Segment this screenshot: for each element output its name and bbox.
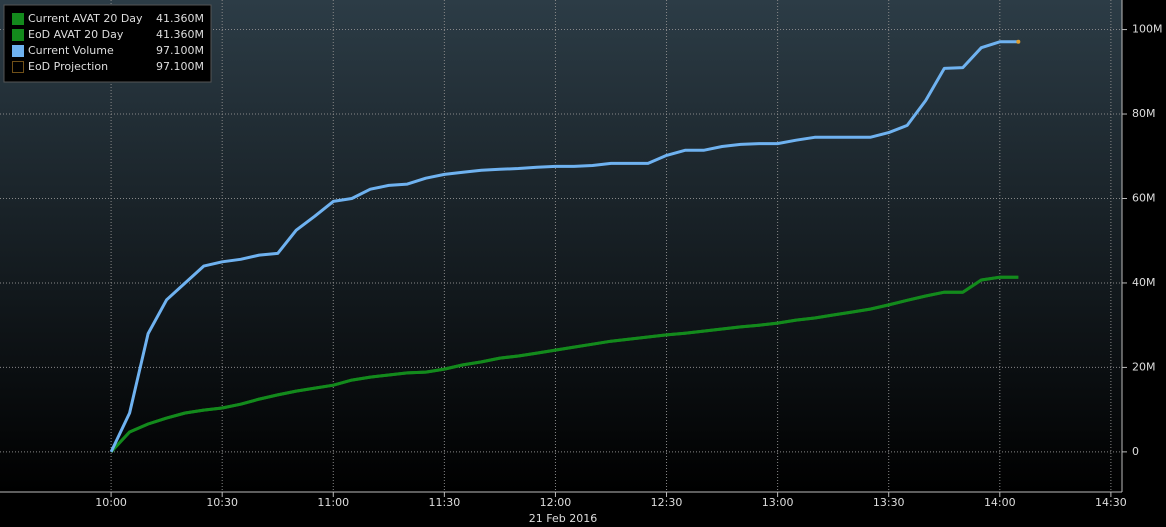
y-tick-label: 80M xyxy=(1132,107,1156,120)
x-tick-label: 11:00 xyxy=(317,496,349,509)
legend-box xyxy=(3,4,212,83)
legend-swatch xyxy=(12,45,24,57)
x-tick-label: 14:00 xyxy=(984,496,1016,509)
legend-label: EoD Projection xyxy=(28,60,108,73)
legend-value: 41.360M xyxy=(156,28,204,41)
y-tick-label: 60M xyxy=(1132,191,1156,204)
x-tick-label: 10:30 xyxy=(206,496,238,509)
legend-value: 41.360M xyxy=(156,12,204,25)
legend-value: 97.100M xyxy=(156,60,204,73)
x-tick-label: 10:00 xyxy=(95,496,127,509)
series-line xyxy=(110,275,1019,453)
y-tick-label: 20M xyxy=(1132,360,1156,373)
x-tick-label: 14:30 xyxy=(1095,496,1127,509)
x-tick-label: 11:30 xyxy=(429,496,461,509)
legend: Current AVAT 20 Day 41.360M EoD AVAT 20 Da… xyxy=(3,4,212,83)
y-tick-label: 40M xyxy=(1132,276,1156,289)
x-tick-label: 12:30 xyxy=(651,496,683,509)
x-tick-label: 13:30 xyxy=(873,496,905,509)
legend-label: Current Volume xyxy=(28,44,114,57)
series-line xyxy=(109,40,1019,453)
x-tick-label: 13:00 xyxy=(762,496,794,509)
legend-swatch xyxy=(12,29,24,41)
y-tick-label: 0 xyxy=(1132,445,1139,458)
projection-point xyxy=(1016,39,1021,44)
legend-label: Current AVAT 20 Day xyxy=(28,12,143,25)
x-tick-label: 12:00 xyxy=(540,496,572,509)
legend-swatch xyxy=(12,13,24,25)
x-axis-label: 21 Feb 2016 xyxy=(529,512,597,525)
legend-value: 97.100M xyxy=(156,44,204,57)
y-tick-label: 100M xyxy=(1132,23,1163,36)
legend-swatch xyxy=(12,61,24,73)
legend-label: EoD AVAT 20 Day xyxy=(28,28,124,41)
